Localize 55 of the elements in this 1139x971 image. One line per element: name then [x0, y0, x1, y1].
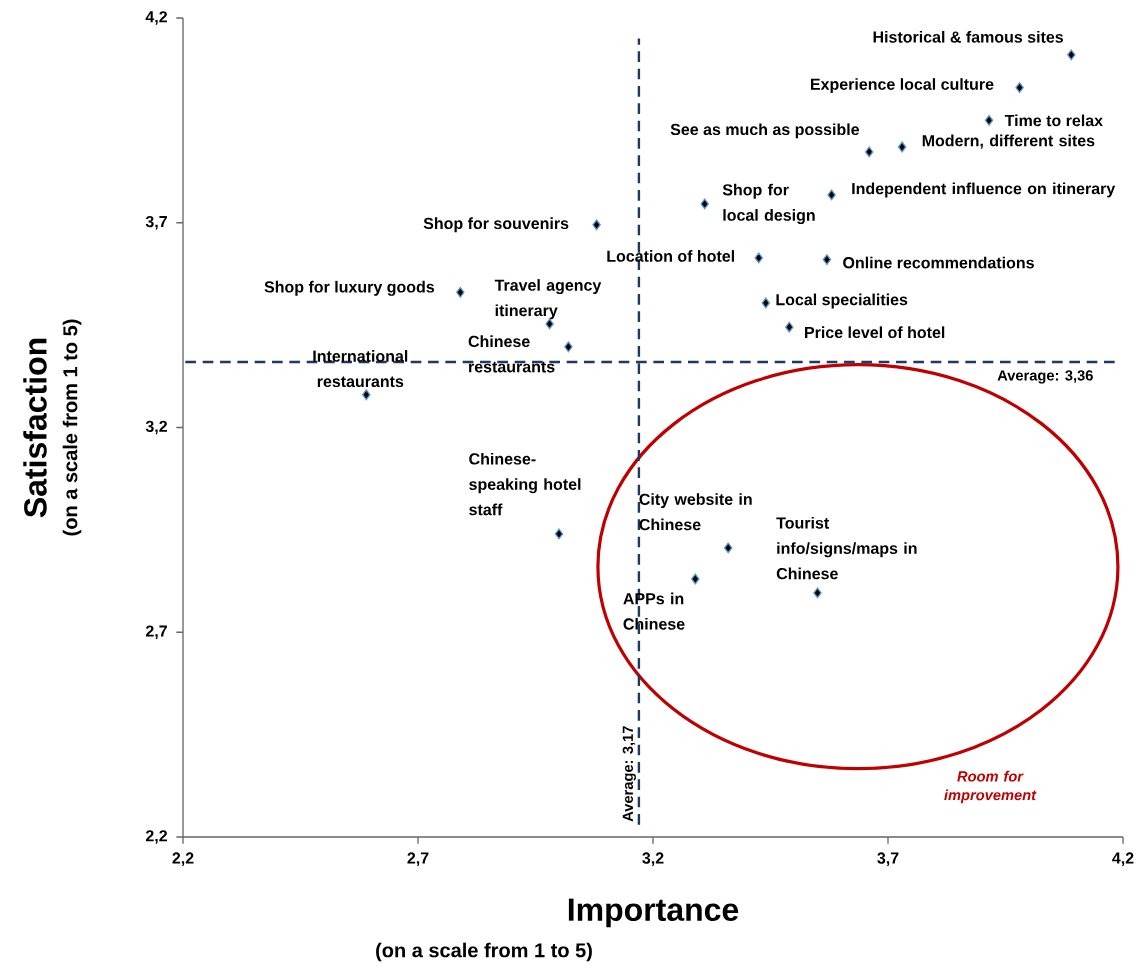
- point: [723, 542, 733, 554]
- data-label: Shop for local design: [722, 183, 815, 225]
- x-tick-label: 3,7: [877, 852, 899, 866]
- y-tick-label: 3,7: [145, 215, 167, 230]
- point: [822, 254, 832, 266]
- text: (on a scale from 1 to 5): [376, 942, 592, 962]
- y-tick-label: 2,7: [145, 625, 167, 640]
- ref-line-label: Average: 3,36: [997, 370, 1093, 384]
- data-label: Tourist info/signs/maps in Chinese: [776, 516, 917, 580]
- point: [813, 587, 822, 599]
- point: [827, 189, 836, 201]
- data-label: Experience local culture: [810, 78, 994, 94]
- point: [691, 573, 700, 585]
- point: [984, 114, 994, 126]
- x-tick-label: 4,2: [1112, 852, 1134, 866]
- point: [700, 198, 709, 210]
- data-label: Independent influence on itinerary: [852, 182, 1116, 198]
- annotation: Room for improvement: [944, 770, 1037, 804]
- data-label: See as much as possible: [670, 123, 860, 139]
- data-label: Price level of hotel: [805, 326, 945, 339]
- point: [754, 252, 764, 264]
- x-axis-title: Importance: [568, 898, 739, 928]
- point: [864, 146, 874, 158]
- text: (on a scale from 1 to 5): [62, 319, 82, 536]
- point: [785, 321, 794, 333]
- point: [554, 528, 564, 540]
- data-label: Chinese restaurants: [468, 335, 555, 373]
- data-label: Local specialities: [776, 293, 908, 309]
- y-tick-label: 2,2: [145, 830, 167, 844]
- data-label: Modern, different sites: [922, 134, 1095, 149]
- data-label: Time to relax: [1004, 114, 1103, 127]
- y-tick-label: 3,2: [145, 420, 167, 435]
- point: [362, 389, 371, 401]
- point: [564, 341, 573, 353]
- point: [456, 286, 465, 298]
- point: [897, 141, 907, 153]
- data-label: Travel agency itinerary: [494, 279, 602, 320]
- ref-line-label: Average: 3,17: [622, 726, 636, 822]
- point: [1015, 82, 1024, 94]
- y-tick-label: 4,2: [145, 11, 167, 25]
- x-tick-label: 2,7: [407, 852, 429, 866]
- x-tick-label: 3,2: [642, 852, 664, 866]
- point: [1067, 49, 1076, 61]
- point: [592, 219, 601, 231]
- x-tick-label: 2,2: [172, 852, 194, 866]
- data-label: Chinese-speaking hotel staff: [469, 452, 581, 516]
- data-label: International restaurants: [313, 350, 408, 388]
- y-axis-title: Satisfaction: [23, 338, 47, 518]
- data-label: APPs in Chinese: [623, 592, 685, 630]
- point: [761, 297, 771, 309]
- data-label: Shop for luxury goods: [264, 280, 435, 296]
- data-label: Shop for souvenirs: [423, 217, 569, 233]
- data-label: Location of hotel: [607, 250, 735, 262]
- data-label: Historical & famous sites: [873, 30, 1064, 43]
- data-label: Online recommendations: [843, 256, 1034, 269]
